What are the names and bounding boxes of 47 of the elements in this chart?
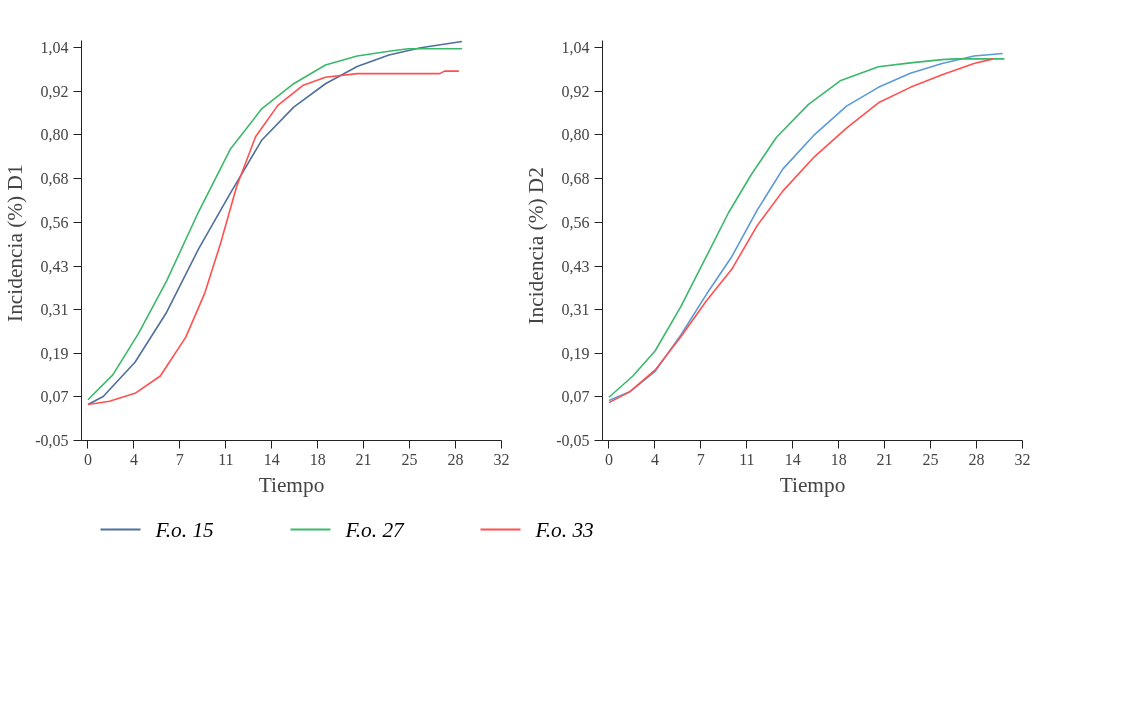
- y-tick-label: 1,04: [561, 39, 590, 57]
- x-axis-title: Tiempo: [258, 472, 325, 497]
- legend-label: F.o. 33: [534, 517, 594, 542]
- x-tick-label: 7: [696, 450, 705, 468]
- y-tick-label: 0,92: [561, 82, 590, 100]
- x-tick-label: 32: [1014, 450, 1031, 468]
- y-tick-label: 0,68: [561, 170, 590, 188]
- x-tick-label: 32: [493, 450, 510, 468]
- x-tick-label: 21: [876, 450, 893, 468]
- x-tick-label: 11: [739, 450, 755, 468]
- x-tick-label: 11: [218, 450, 234, 468]
- x-tick-label: 25: [922, 450, 939, 468]
- y-tick-label: 0,31: [561, 301, 590, 319]
- y-tick-label: 0,07: [40, 388, 69, 406]
- legend-label: F.o. 27: [344, 517, 406, 542]
- y-tick-label: 0,92: [40, 82, 69, 100]
- y-tick-label: 0,19: [561, 344, 590, 362]
- x-axis-title: Tiempo: [779, 472, 846, 497]
- y-tick-label: -0,05: [35, 432, 69, 449]
- x-tick-label: 18: [309, 450, 326, 468]
- y-tick-label: 0,56: [40, 213, 69, 231]
- y-tick-label: 0,43: [561, 257, 590, 275]
- x-tick-label: 14: [784, 450, 801, 468]
- y-tick-label: 0,80: [40, 126, 69, 144]
- x-tick-label: 28: [968, 450, 985, 468]
- y-tick-label: 0,19: [40, 344, 69, 362]
- y-axis-title: Incidencia (%) D1: [3, 164, 28, 322]
- x-tick-label: 4: [650, 450, 659, 468]
- y-tick-label: 0,43: [40, 257, 69, 275]
- y-tick-label: 0,56: [561, 213, 590, 231]
- y-axis-title: Incidencia (%) D2: [524, 167, 549, 325]
- x-tick-label: 25: [401, 450, 418, 468]
- x-tick-label: 28: [447, 450, 464, 468]
- x-tick-label: 7: [175, 450, 184, 468]
- x-tick-label: 14: [263, 450, 280, 468]
- x-tick-label: 21: [355, 450, 372, 468]
- legend-label: F.o. 15: [154, 517, 215, 542]
- y-tick-label: 0,80: [561, 126, 590, 144]
- x-tick-label: 4: [129, 450, 138, 468]
- y-tick-label: 0,07: [561, 388, 590, 406]
- x-tick-label: 0: [83, 450, 92, 468]
- y-tick-label: -0,05: [556, 432, 590, 449]
- y-tick-label: 1,04: [40, 39, 69, 57]
- y-tick-label: 0,31: [40, 301, 69, 319]
- x-tick-label: 0: [604, 450, 613, 468]
- x-tick-label: 18: [830, 450, 847, 468]
- y-tick-label: 0,68: [40, 170, 69, 188]
